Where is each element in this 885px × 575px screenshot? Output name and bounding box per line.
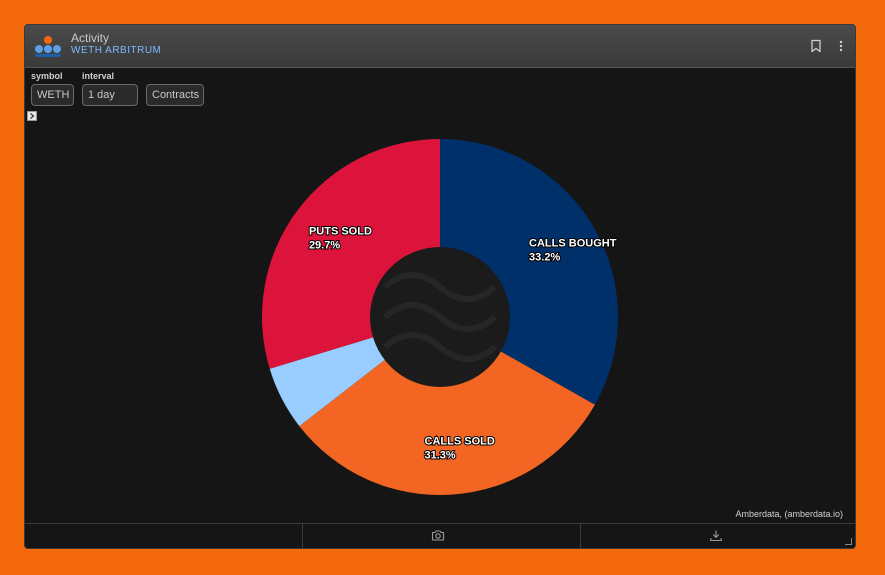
widget-subtitle: WETH ARBITRUM bbox=[71, 45, 162, 56]
slice-calls-sold[interactable] bbox=[299, 317, 595, 495]
interval-select[interactable]: 1 day bbox=[82, 84, 138, 106]
interval-label: interval bbox=[82, 71, 115, 81]
expand-controls-toggle[interactable] bbox=[27, 111, 37, 121]
amberdata-logo-icon bbox=[35, 36, 61, 57]
symbol-label: symbol bbox=[31, 71, 63, 81]
slice-label-puts-sold: PUTS SOLD bbox=[309, 225, 372, 237]
slice-value-calls-bought: 33.2% bbox=[529, 252, 560, 264]
download-icon[interactable] bbox=[709, 529, 723, 542]
symbol-control: symbol WETH bbox=[31, 71, 74, 106]
symbol-select[interactable]: WETH bbox=[31, 84, 74, 106]
interval-control: interval 1 day bbox=[82, 71, 138, 106]
widget-title: Activity bbox=[71, 31, 110, 45]
slice-label-calls-sold: CALLS SOLD bbox=[425, 436, 495, 448]
camera-icon[interactable] bbox=[431, 529, 445, 542]
widget-footer bbox=[25, 523, 855, 548]
chart-watermark bbox=[370, 247, 510, 387]
resize-handle[interactable] bbox=[845, 538, 852, 545]
widget-header: Activity WETH ARBITRUM bbox=[25, 25, 855, 68]
data-credit: Amberdata, (amberdata.io) bbox=[735, 509, 843, 519]
slice-value-puts-sold: 29.7% bbox=[309, 239, 340, 251]
more-vertical-icon[interactable] bbox=[834, 39, 848, 53]
contracts-button[interactable]: Contracts bbox=[146, 84, 204, 106]
bookmark-icon[interactable] bbox=[809, 39, 823, 53]
activity-donut-chart: CALLS BOUGHT 33.2% CALLS SOLD 31.3% PUTS SOL… bbox=[262, 139, 618, 495]
widget-frame: Activity WETH ARBITRUM symbol WETH inter… bbox=[24, 24, 856, 549]
slice-value-calls-sold: 31.3% bbox=[425, 450, 456, 462]
chevron-right-icon bbox=[30, 113, 35, 119]
slice-label-calls-bought: CALLS BOUGHT bbox=[529, 238, 617, 250]
footer-divider bbox=[302, 524, 303, 548]
footer-divider bbox=[580, 524, 581, 548]
